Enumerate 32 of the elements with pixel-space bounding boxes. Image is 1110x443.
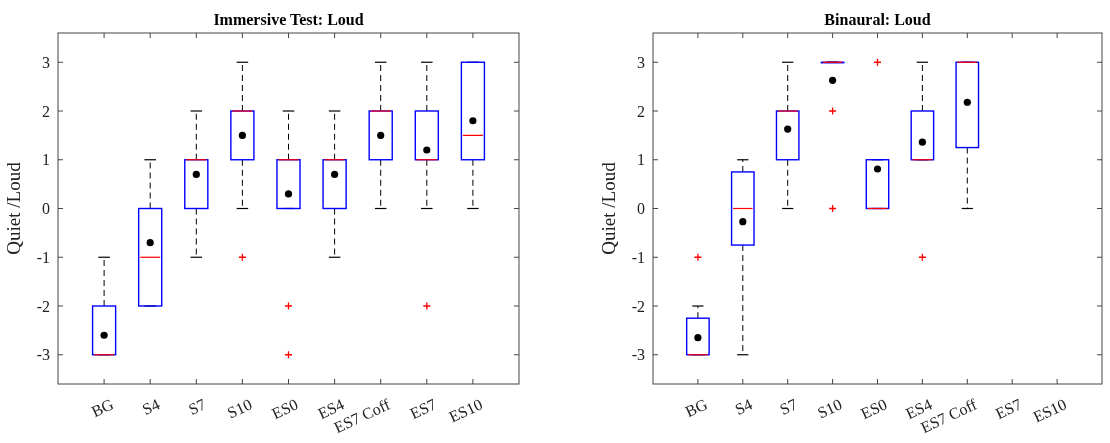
x-tick-label: S7 [777,395,800,419]
y-axis-title: Quiet /Loud [3,161,24,255]
x-tick-label: ES10 [1030,395,1070,426]
y-tick-label: 3 [42,53,50,71]
y-tick-label: -1 [36,248,50,266]
y-tick-label: 2 [637,102,645,120]
y-tick-label: -2 [631,297,645,315]
chart-title: Immersive Test: Loud [213,11,364,28]
x-tick-label: S4 [139,395,163,419]
y-tick-label: -2 [36,297,50,315]
y-tick-label: 3 [637,53,645,71]
x-tick-label: ES7 [407,395,439,423]
y-tick-label: 0 [42,200,50,218]
y-tick-label: 1 [637,151,645,169]
x-tick-label: BG [88,395,117,421]
y-axis-title: Quiet /Loud [598,161,619,255]
x-tick-label: ES10 [446,395,485,426]
y-tick-label: -3 [631,346,645,364]
x-tick-label: S4 [732,395,755,419]
x-tick-label: S10 [224,395,255,422]
x-tick-label: BG [682,395,711,421]
x-tick-label: S10 [814,395,845,422]
x-tick-label: S7 [185,395,209,419]
x-tick-label: ES0 [269,395,301,423]
y-tick-label: -1 [631,248,645,266]
x-tick-label: ES7 [992,395,1025,423]
y-tick-label: -3 [36,346,50,364]
y-tick-label: 2 [42,102,50,120]
x-tick-label: ES0 [858,395,890,423]
chart-title: Binaural: Loud [824,11,931,28]
y-tick-label: 1 [42,151,50,169]
y-tick-label: 0 [637,200,645,218]
